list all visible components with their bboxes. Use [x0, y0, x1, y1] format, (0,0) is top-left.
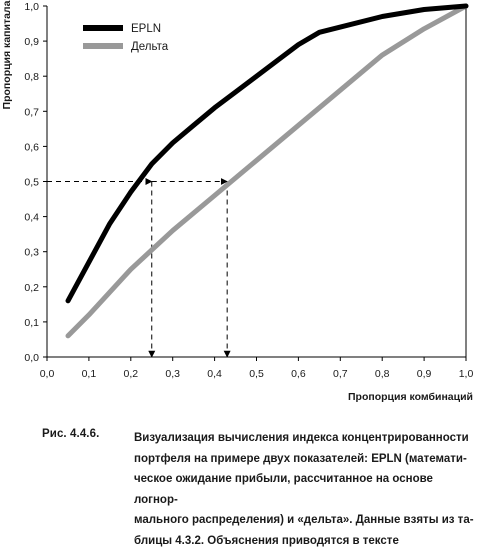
legend-label: Дельта: [131, 41, 169, 53]
y-axis-label: Пропорция капитала: [1, 0, 13, 109]
caption-line: ческое ожидание прибыли, рассчитанное на…: [134, 469, 477, 510]
y-tick-label: 0,7: [24, 106, 39, 118]
x-tick-label: 0,4: [207, 368, 222, 380]
series-line: [68, 6, 466, 336]
x-tick-label: 0,7: [333, 368, 348, 380]
x-tick-label: 0,5: [249, 368, 264, 380]
caption-line: портфеля на примере двух показателей: EP…: [134, 449, 477, 470]
y-tick-label: 0,3: [24, 247, 39, 259]
figure-label: Рис. 4.4.6.: [42, 428, 99, 440]
y-tick-label: 0,9: [24, 36, 39, 48]
x-tick-label: 0,1: [82, 368, 97, 380]
x-tick-label: 0,3: [165, 368, 180, 380]
x-axis-label: Пропорция комбинаций: [348, 391, 473, 403]
y-tick-label: 0,1: [24, 317, 39, 329]
x-tick-label: 0,8: [375, 368, 390, 380]
y-tick-label: 1,0: [24, 1, 39, 13]
y-tick-label: 0,5: [24, 177, 39, 189]
y-tick-label: 0,8: [24, 71, 39, 83]
caption-line: блицы 4.3.2. Объяснения приводятся в тек…: [134, 531, 477, 551]
y-tick-label: 0,6: [24, 141, 39, 153]
series-lines: [68, 6, 466, 336]
x-tick-label: 0,6: [291, 368, 306, 380]
x-tick-label: 1,0: [459, 368, 474, 380]
x-tick-label: 0,9: [417, 368, 432, 380]
x-tick-label: 0,0: [40, 368, 55, 380]
y-tick-label: 0,4: [24, 212, 39, 224]
y-tick-label: 0,0: [24, 352, 39, 364]
caption-line: Визуализация вычисления индекса концентр…: [134, 428, 477, 449]
chart: 0,0 0,1 0,2 0,3 0,4 0,5 0,6 0,7 0,8 0,9 1,0 0,0 0,1 0…: [0, 0, 481, 410]
legend: EPLN Дельта: [83, 23, 169, 53]
caption-line: мального распределения) и «дельта». Данн…: [134, 510, 477, 531]
legend-label: EPLN: [131, 23, 161, 35]
y-tick-label: 0,2: [24, 282, 39, 294]
axes: 0,0 0,1 0,2 0,3 0,4 0,5 0,6 0,7 0,8 0,9 1,0 0,0 0,1 0…: [24, 1, 473, 380]
x-tick-label: 0,2: [123, 368, 138, 380]
